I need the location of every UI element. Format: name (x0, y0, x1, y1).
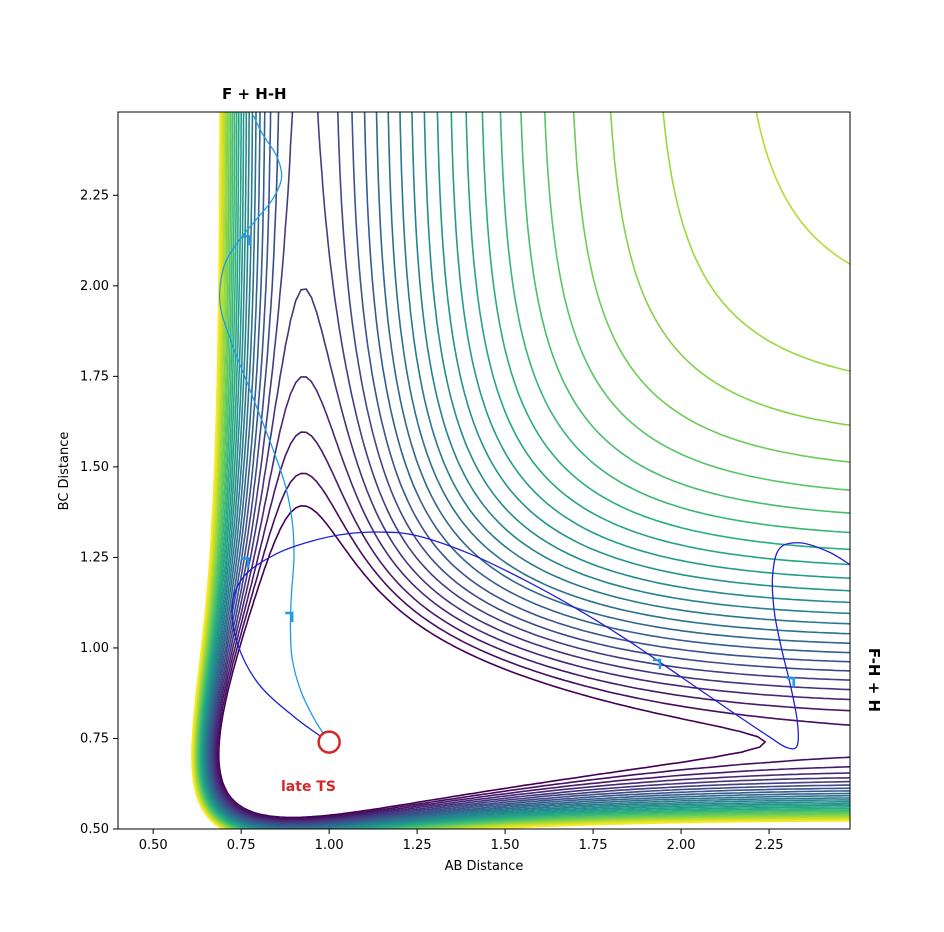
contour-level (196, 112, 850, 829)
y-tick-label: 0.50 (80, 822, 109, 837)
contour-level (208, 112, 850, 827)
trajectory-line (219, 115, 330, 743)
contour-level (209, 112, 850, 826)
contour-level (199, 112, 850, 829)
trajectory-arrow (652, 658, 662, 670)
contour-level (200, 112, 850, 829)
plot-frame (117, 111, 851, 830)
y-axis-label: BC Distance (57, 432, 72, 511)
reactants-annotation: F + H-H (222, 85, 287, 103)
contour-level (197, 112, 850, 829)
contour-level (216, 472, 850, 820)
y-tick-label: 1.75 (80, 369, 109, 384)
x-tick-label: 0.50 (139, 838, 168, 853)
x-tick-label: 2.25 (755, 838, 784, 853)
x-tick-label: 1.25 (403, 838, 432, 853)
contour-level (193, 112, 850, 829)
transition-state-circle (317, 730, 341, 754)
contour-level (206, 112, 850, 828)
contour-level (191, 112, 850, 829)
contour-level (201, 112, 850, 829)
trajectory-arrow (786, 676, 795, 688)
x-axis-label: AB Distance (445, 859, 524, 874)
y-tick-label: 1.00 (80, 641, 109, 656)
contour-level (191, 112, 850, 829)
contour-level (203, 112, 850, 829)
products-annotation: F-H + H (865, 648, 883, 712)
contour-level (218, 505, 766, 819)
transition-state-marker (317, 730, 341, 754)
y-tick-label: 0.75 (80, 731, 109, 746)
contour-level (204, 112, 850, 829)
y-axis-ticks: 0.50 0.75 1.00 1.25 1.50 1.75 2.00 2.25 (80, 188, 118, 837)
trajectory-layer (219, 115, 850, 750)
x-tick-label: 1.75 (579, 838, 608, 853)
contour-level (195, 112, 850, 829)
x-tick-label: 2.00 (667, 838, 696, 853)
trajectory-line (231, 531, 850, 750)
contour-level (198, 112, 850, 829)
y-tick-label: 2.25 (80, 188, 109, 203)
contour-level (194, 112, 850, 829)
contour-level (192, 112, 850, 829)
y-tick-label: 1.25 (80, 550, 109, 565)
transition-state-label: late TS (281, 779, 336, 795)
contour-level (210, 112, 850, 826)
trajectory-arrow (242, 235, 252, 246)
contour-level (194, 112, 850, 829)
x-tick-label: 1.50 (491, 838, 520, 853)
contour-level (215, 431, 850, 821)
contour-level (200, 112, 850, 829)
contour-level (205, 112, 850, 829)
contour-level (211, 112, 850, 824)
x-tick-label: 0.75 (227, 838, 256, 853)
contour-lines (191, 112, 850, 829)
x-tick-label: 1.00 (315, 838, 344, 853)
y-tick-label: 2.00 (80, 279, 109, 294)
y-tick-label: 1.50 (80, 460, 109, 475)
x-axis-ticks: 0.50 0.75 1.00 1.25 1.50 1.75 2.00 2.25 (139, 829, 784, 853)
trajectory-arrow (241, 557, 250, 568)
trajectory-arrow (285, 611, 294, 622)
contour-level (214, 376, 850, 822)
contour-level (212, 288, 850, 823)
